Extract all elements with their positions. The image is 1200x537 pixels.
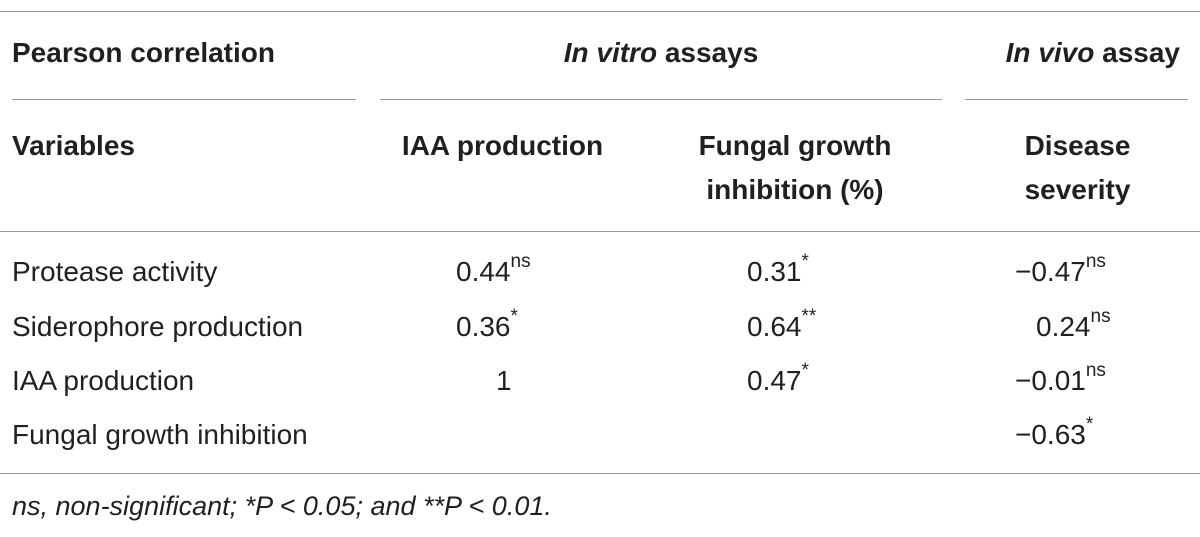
col-header-disease-severity: Disease severity [1024, 130, 1131, 205]
row-label: Fungal growth inhibition [12, 419, 308, 450]
header-in-vivo-assay: In vivo assay [1005, 37, 1180, 68]
cell-disease: −0.63* [1015, 414, 1094, 450]
cell-fungal: 0.31* [747, 251, 809, 287]
col-header-iaa-production: IAA production [401, 130, 604, 161]
cell-fungal: 0.64** [747, 306, 817, 342]
col-header-variables: Variables [12, 130, 135, 161]
cell-fungal: 0.47* [747, 360, 809, 396]
col-header-fungal-growth: Fungal growth inhibition (%) [698, 130, 892, 205]
cell-disease: −0.47ns [1015, 251, 1106, 287]
table-bottom-rule [0, 473, 1200, 474]
cell-iaa: 1 [496, 365, 512, 396]
top-rule [0, 11, 1200, 12]
cell-iaa: 0.36* [456, 306, 518, 342]
rule-under-in-vivo [965, 99, 1188, 100]
header-pearson-correlation: Pearson correlation [12, 37, 275, 68]
rule-under-pearson [12, 99, 356, 100]
cell-iaa: 0.44ns [456, 251, 531, 287]
row-label: IAA production [12, 365, 195, 396]
header-bottom-rule [0, 231, 1200, 232]
row-label: Protease activity [12, 256, 218, 287]
header-in-vitro-assays: In vitro assays [563, 37, 759, 68]
cell-disease: −0.01ns [1015, 360, 1106, 396]
cell-disease: 0.24ns [1036, 306, 1111, 342]
table-footnote: ns, non-significant; *P < 0.05; and **P … [12, 491, 552, 521]
in-vivo-italic: In vivo [1005, 37, 1095, 68]
row-label: Siderophore production [12, 311, 304, 342]
rule-under-in-vitro [380, 99, 942, 100]
in-vitro-italic: In vitro [563, 37, 658, 68]
